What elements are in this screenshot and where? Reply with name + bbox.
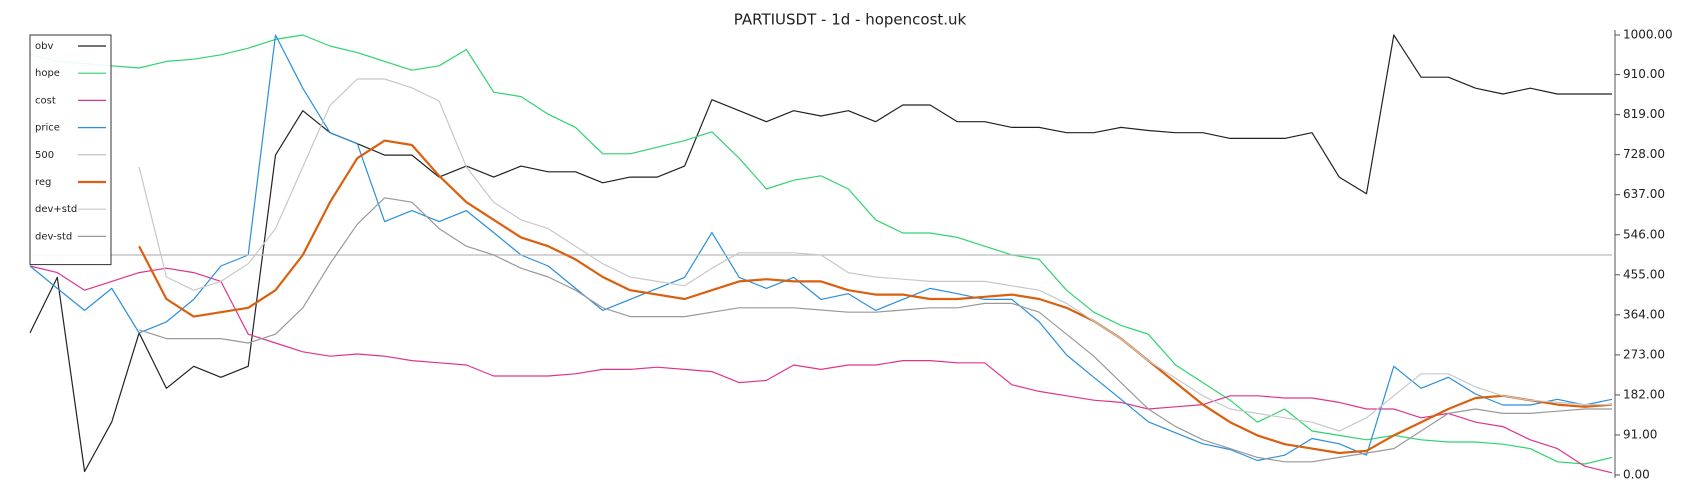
y-tick-label: 1000.00 — [1623, 28, 1673, 42]
y-tick-label: 455.00 — [1623, 267, 1665, 281]
legend-label: price — [35, 123, 60, 134]
legend-label: dev+std — [35, 204, 77, 215]
y-tick-label: 0.00 — [1623, 468, 1650, 482]
line-series — [29, 265, 1613, 474]
y-tick-label: 273.00 — [1623, 347, 1665, 361]
y-tick-label: 819.00 — [1623, 107, 1665, 121]
legend-label: reg — [35, 177, 51, 188]
line-series — [138, 139, 1613, 455]
legend-label: cost — [35, 95, 56, 106]
y-tick-label: 637.00 — [1623, 187, 1665, 201]
legend-label: dev-std — [35, 231, 72, 242]
legend-label: hope — [35, 68, 60, 79]
line-series — [29, 34, 1612, 473]
chart-title: PARTIUSDT - 1d - hopencost.uk — [734, 11, 967, 29]
y-tick-label: 910.00 — [1623, 67, 1665, 81]
line-series — [29, 34, 1613, 465]
line-series — [29, 34, 1613, 462]
y-tick-label: 546.00 — [1623, 227, 1665, 241]
legend-label: 500 — [35, 150, 54, 161]
y-tick-label: 364.00 — [1623, 307, 1665, 321]
line-series — [138, 197, 1612, 463]
y-tick-label: 91.00 — [1623, 427, 1657, 441]
y-tick-label: 728.00 — [1623, 147, 1665, 161]
line-series — [138, 78, 1612, 432]
y-tick-label: 182.00 — [1623, 387, 1665, 401]
legend-label: obv — [35, 41, 53, 52]
